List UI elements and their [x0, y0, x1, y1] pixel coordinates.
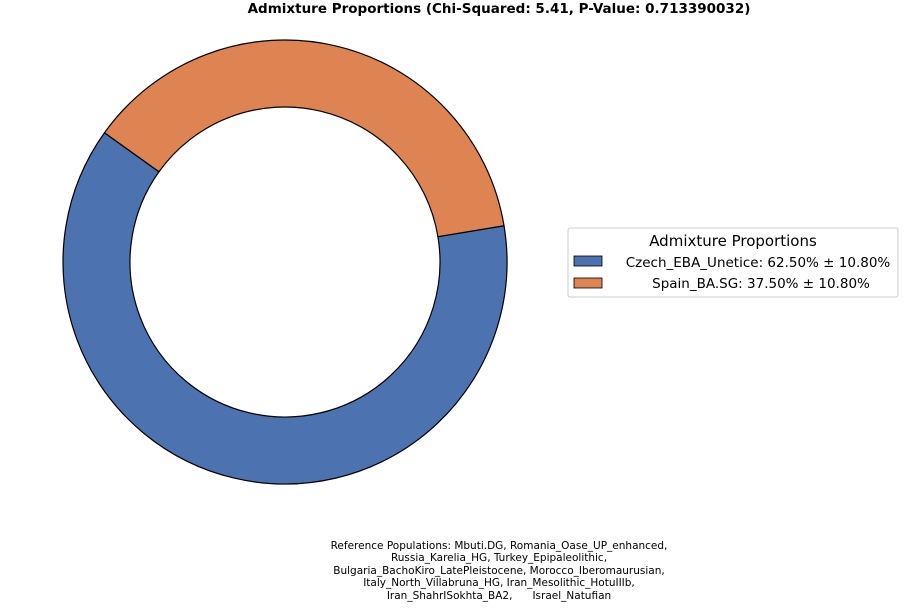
footnote-line-2: Russia_Karelia_HG, Turkey_Epipaleolithic…	[391, 552, 607, 564]
legend-swatch-czech	[573, 255, 603, 267]
legend-frame	[567, 227, 899, 298]
footnote-line-5: Iran_ShahrISokhta_BA2, Israel_Natufian	[387, 590, 611, 602]
donut-slices	[62, 39, 508, 485]
legend-title: Admixture Proportions	[649, 232, 817, 250]
legend-label-spain: Spain_BA.SG: 37.50% ± 10.80%	[652, 276, 870, 292]
footnote-line-3: Bulgaria_BachoKiro_LatePleistocene, Moro…	[333, 565, 664, 577]
legend-label-czech: Czech_EBA_Unetice: 62.50% ± 10.80%	[626, 255, 891, 271]
reference-populations-note: Reference Populations: Mbuti.DG, Romania…	[331, 540, 668, 602]
legend: Admixture Proportions Czech_EBA_Unetice:…	[567, 227, 899, 298]
donut-slice-czech-eba-unetice	[62, 131, 508, 485]
chart-title: Admixture Proportions (Chi-Squared: 5.41…	[248, 1, 751, 17]
legend-swatch-spain	[573, 277, 603, 289]
footnote-line-4: Italy_North_Villabruna_HG, Iran_Mesolith…	[363, 577, 635, 589]
footnote-line-1: Reference Populations: Mbuti.DG, Romania…	[331, 540, 668, 552]
donut-slice-spain-ba-sg	[103, 39, 505, 238]
